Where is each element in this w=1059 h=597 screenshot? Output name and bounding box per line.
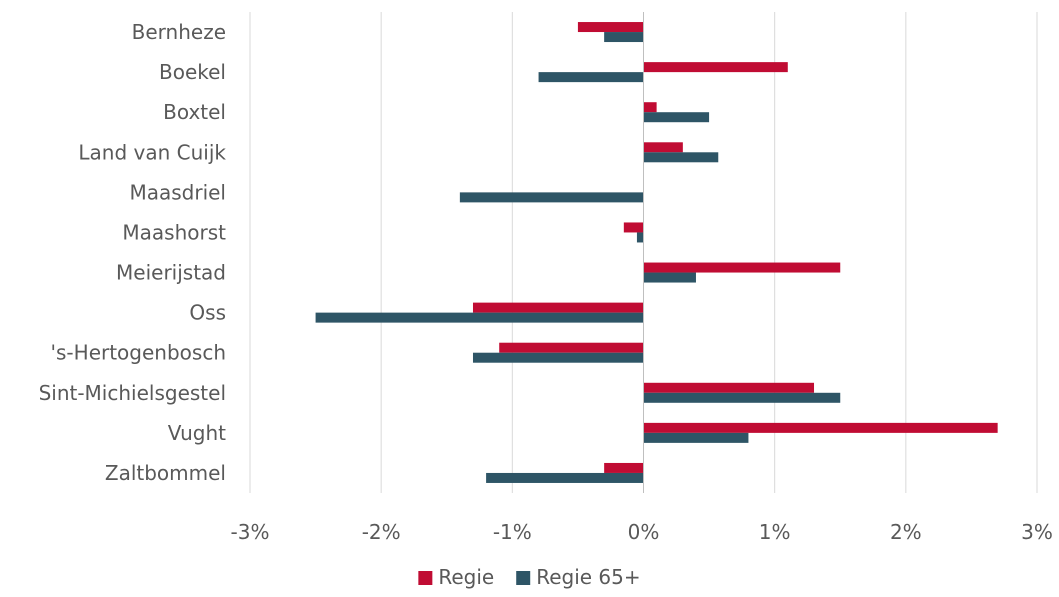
category-label-3: Land van Cuijk bbox=[78, 140, 226, 164]
bar-regie-6 bbox=[643, 262, 841, 273]
category-label-2: Boxtel bbox=[163, 100, 226, 124]
legend-label-1: Regie 65+ bbox=[536, 565, 640, 589]
bar-regie-65-11 bbox=[486, 472, 644, 483]
bar-regie-7 bbox=[472, 302, 644, 313]
bar-regie-11 bbox=[604, 462, 644, 473]
x-tick-label-0: -3% bbox=[231, 520, 270, 544]
x-tick-label-5: 2% bbox=[890, 520, 922, 544]
bar-regie-65-0 bbox=[604, 32, 644, 43]
bar-regie-65-9 bbox=[643, 392, 841, 403]
bar-regie-65-3 bbox=[643, 152, 719, 163]
category-label-6: Meierijstad bbox=[116, 261, 226, 285]
bar-regie-65-10 bbox=[643, 432, 749, 443]
legend-label-0: Regie bbox=[438, 565, 494, 589]
x-tick-label-1: -2% bbox=[362, 520, 401, 544]
category-labels: Bernheze Boekel Boxtel Land van Cuijk Maasdr… bbox=[39, 20, 227, 485]
bar-regie-3 bbox=[643, 142, 683, 153]
bar-regie-65-1 bbox=[538, 72, 644, 83]
category-label-8: 's-Hertogenbosch bbox=[51, 341, 226, 365]
gridlines bbox=[249, 12, 1038, 493]
bar-regie-65-2 bbox=[643, 112, 710, 123]
category-label-0: Bernheze bbox=[132, 20, 226, 44]
category-label-7: Oss bbox=[189, 301, 226, 325]
x-tick-label-6: 3% bbox=[1021, 520, 1053, 544]
bar-regie-65-7 bbox=[315, 312, 644, 323]
bars bbox=[315, 22, 998, 483]
category-label-1: Boekel bbox=[159, 60, 226, 84]
bar-regie-65-6 bbox=[643, 272, 696, 283]
category-label-9: Sint-Michielsgestel bbox=[39, 381, 226, 405]
legend: Regie Regie 65+ bbox=[418, 565, 641, 589]
bar-regie-10 bbox=[643, 422, 998, 433]
x-tick-labels: -3% -2% -1% 0% 1% 2% 3% bbox=[231, 520, 1053, 544]
x-tick-label-3: 0% bbox=[628, 520, 660, 544]
bar-regie-2 bbox=[643, 102, 657, 113]
legend-swatch-1 bbox=[516, 571, 531, 585]
bar-regie-8 bbox=[499, 342, 644, 353]
x-tick-label-2: -1% bbox=[493, 520, 532, 544]
category-label-11: Zaltbommel bbox=[105, 461, 226, 485]
bar-regie-0 bbox=[577, 22, 644, 33]
category-label-5: Maashorst bbox=[122, 220, 226, 244]
legend-item-0: Regie bbox=[418, 565, 494, 589]
bar-regie-9 bbox=[643, 382, 815, 393]
category-label-10: Vught bbox=[168, 421, 226, 445]
bar-regie-1 bbox=[643, 62, 788, 73]
legend-swatch-0 bbox=[418, 571, 433, 585]
bar-regie-5 bbox=[623, 222, 644, 233]
x-tick-label-4: 1% bbox=[759, 520, 791, 544]
category-label-4: Maasdriel bbox=[129, 180, 226, 204]
bar-regie-65-8 bbox=[472, 352, 644, 363]
legend-item-1: Regie 65+ bbox=[516, 565, 641, 589]
bar-regie-65-4 bbox=[459, 192, 644, 203]
bar-regie-65-5 bbox=[636, 232, 644, 243]
